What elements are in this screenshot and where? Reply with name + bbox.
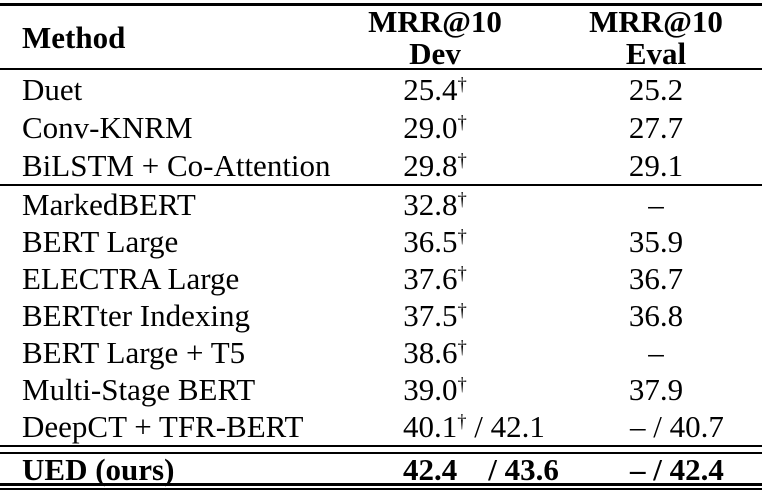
method-name: BERT Large + T5 — [22, 335, 246, 370]
header-method-label: Method — [22, 20, 126, 56]
table-row: Conv-KNRM 29.0† 27.7 — [0, 108, 762, 146]
mrr10-eval-value: 36.8 — [628, 298, 684, 333]
mrr10-dev-value: 29.0† — [330, 112, 540, 143]
dagger-icon: † — [457, 337, 467, 359]
method-name: MarkedBERT — [22, 187, 196, 222]
dagger-icon: † — [457, 226, 467, 248]
table-section-bert-models: MarkedBERT 32.8† – BERT Large 36.5† 35.9… — [0, 186, 762, 445]
table-row: ELECTRA Large 37.6† 36.7 — [0, 260, 762, 297]
method-name: Multi-Stage BERT — [22, 372, 256, 407]
dev-number: 29.8 — [403, 147, 458, 183]
header-dev-line2: Dev — [409, 35, 461, 71]
dev-number: 37.5 — [403, 298, 458, 333]
dagger-icon: † — [457, 189, 467, 211]
mrr10-eval-value: – / 40.7 — [630, 409, 724, 444]
top-rule — [0, 3, 762, 6]
header-row: Method MRR@10 Dev MRR@10 Eval — [0, 6, 762, 69]
mrr10-dev-value: 37.6† — [330, 263, 540, 294]
dagger-icon: † — [457, 300, 467, 322]
dev-second-number: / 43.6 — [457, 452, 559, 487]
method-name: Duet — [22, 71, 83, 107]
table-row: Duet 25.4† 25.2 — [0, 70, 762, 108]
pre-ours-rule-2 — [0, 452, 762, 454]
dev-number: 39.0 — [403, 372, 458, 407]
dev-second-number: / 42.1 — [466, 409, 545, 444]
header-eval-column: MRR@10 Eval — [540, 6, 762, 69]
mrr10-dev-value: 38.6† — [330, 337, 540, 368]
mrr10-eval-value: – / 42.4 — [630, 452, 724, 487]
mrr10-eval-value: 27.7 — [628, 109, 684, 145]
method-name: Conv-KNRM — [22, 109, 193, 145]
method-name: BiLSTM + Co-Attention — [22, 147, 331, 183]
table-section-baselines: Duet 25.4† 25.2 Conv-KNRM 29.0† 27.7 BiL… — [0, 70, 762, 184]
method-name: DeepCT + TFR-BERT — [22, 409, 304, 444]
dev-number: 40.1 — [403, 409, 458, 444]
header-separator-rule — [0, 68, 762, 70]
header-dev-line1: MRR@10 — [368, 4, 502, 39]
dev-number: 36.5 — [403, 224, 458, 259]
mrr10-eval-value: 36.7 — [628, 261, 684, 296]
table-section-ours: UED (ours) 42.4 / 43.6 – / 42.4 — [0, 452, 762, 487]
dagger-icon: † — [457, 374, 467, 396]
method-name: BERT Large — [22, 224, 179, 259]
table-row: UED (ours) 42.4 / 43.6 – / 42.4 — [0, 452, 762, 487]
mrr10-eval-value: 29.1 — [628, 147, 684, 183]
dagger-icon: † — [457, 411, 467, 433]
dev-number: 29.0 — [403, 109, 458, 145]
mrr10-dev-value: 37.5† — [330, 300, 540, 331]
mrr10-eval-value: – — [648, 187, 664, 222]
header-eval-line1: MRR@10 — [589, 4, 723, 39]
header-dev-column: MRR@10 Dev — [330, 6, 540, 69]
dev-number: 42.4 — [403, 452, 458, 487]
dagger-icon: † — [457, 150, 467, 172]
dagger-icon: † — [457, 263, 467, 285]
pre-ours-rule-1 — [0, 445, 762, 447]
mrr10-dev-value: 42.4 / 43.6 — [330, 452, 559, 487]
method-name: ELECTRA Large — [22, 261, 240, 296]
table-row: MarkedBERT 32.8† – — [0, 186, 762, 223]
mrr10-dev-value: 39.0† — [330, 374, 540, 405]
dev-number: 38.6 — [403, 335, 458, 370]
mrr10-eval-value: 35.9 — [628, 224, 684, 259]
table-row: DeepCT + TFR-BERT 40.1† / 42.1 – / 40.7 — [0, 408, 762, 445]
mrr10-eval-value: 37.9 — [628, 372, 684, 407]
mrr10-dev-value: 40.1† / 42.1 — [330, 409, 545, 444]
mrr10-eval-value: 25.2 — [628, 71, 684, 107]
dagger-icon: † — [457, 74, 467, 96]
table-row: BiLSTM + Co-Attention 29.8† 29.1 — [0, 146, 762, 184]
bottom-rule-1 — [0, 483, 762, 486]
table-row: BERT Large + T5 38.6† – — [0, 334, 762, 371]
section-separator-rule — [0, 184, 762, 186]
method-name: BERTter Indexing — [22, 298, 251, 333]
mrr10-eval-value: – — [648, 335, 664, 370]
method-name: UED (ours) — [22, 452, 175, 487]
dev-number: 37.6 — [403, 261, 458, 296]
dagger-icon: † — [457, 112, 467, 134]
mrr10-dev-value: 29.8† — [330, 150, 540, 181]
table-row: Multi-Stage BERT 39.0† 37.9 — [0, 371, 762, 408]
mrr10-dev-value: 32.8† — [330, 189, 540, 220]
dev-number: 32.8 — [403, 187, 458, 222]
mrr10-dev-value: 36.5† — [330, 226, 540, 257]
table-row: BERTter Indexing 37.5† 36.8 — [0, 297, 762, 334]
table-row: BERT Large 36.5† 35.9 — [0, 223, 762, 260]
mrr10-dev-value: 25.4† — [330, 74, 540, 105]
dev-number: 25.4 — [403, 71, 458, 107]
bottom-rule-2 — [0, 488, 762, 490]
header-eval-line2: Eval — [625, 35, 687, 71]
